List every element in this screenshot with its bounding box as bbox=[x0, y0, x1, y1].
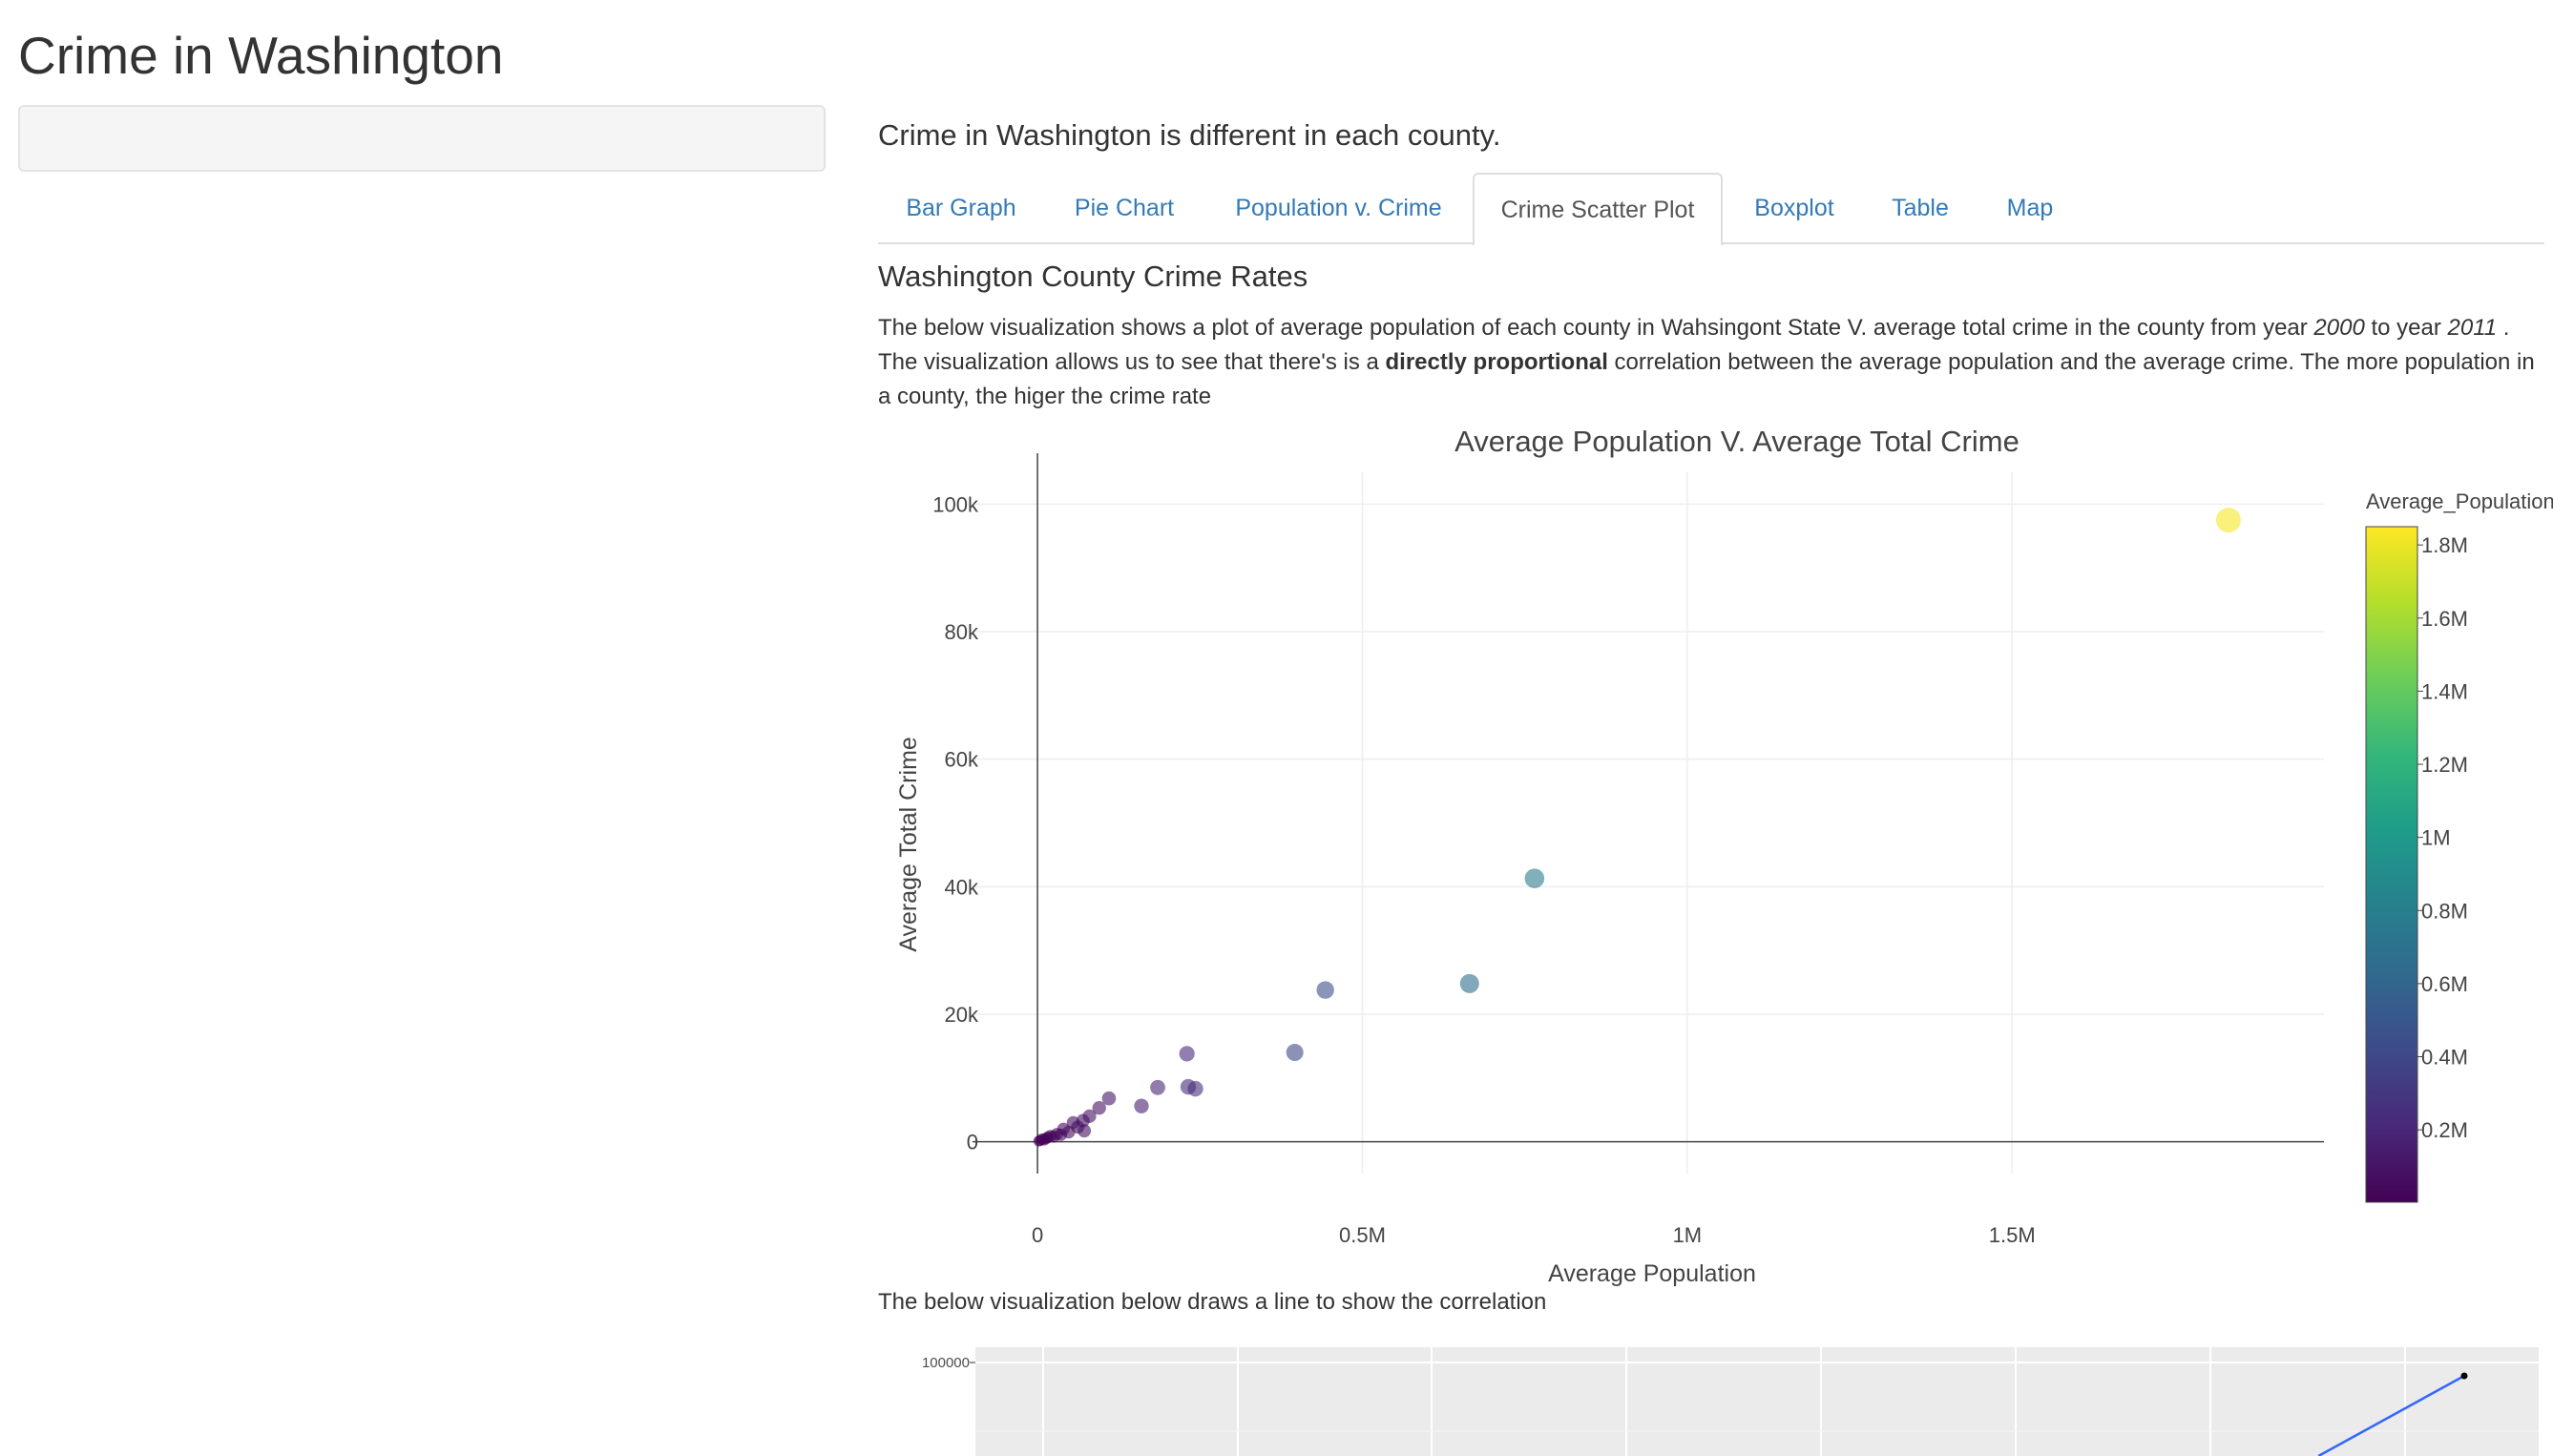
page-title: Crime in Washington bbox=[18, 26, 504, 85]
description-text: to year bbox=[2364, 315, 2448, 341]
tab-pie-chart[interactable]: Pie Chart bbox=[1074, 195, 1175, 221]
description-emphasis: directly proportional bbox=[1385, 349, 1608, 375]
tab-bar-graph[interactable]: Bar Graph bbox=[906, 195, 1016, 221]
colorbar-tick-label: 1M bbox=[2421, 826, 2451, 850]
description-text: The below visualization shows a plot of … bbox=[878, 315, 2314, 341]
line-chart[interactable]: 100000 bbox=[878, 1336, 2539, 1456]
scatter-point[interactable] bbox=[1092, 1100, 1106, 1115]
x-tick-label: 1.5M bbox=[1989, 1223, 2036, 1247]
y-tick-label: 60k bbox=[945, 748, 979, 772]
colorbar-tick-label: 1.8M bbox=[2421, 533, 2468, 557]
scatter-point[interactable] bbox=[1101, 1091, 1117, 1106]
scatter-point[interactable] bbox=[1078, 1124, 1092, 1138]
trend-line bbox=[2317, 1374, 2465, 1456]
line-chart-point bbox=[2460, 1372, 2468, 1380]
description-text: correlation between the average populati… bbox=[878, 349, 2535, 409]
colorbar: Average_Population 0.2M 0.4M 0.6M 0.8M 1M 1.2… bbox=[2365, 489, 2553, 1203]
intro-text: Crime in Washington is different in each… bbox=[878, 118, 1501, 152]
line-chart-gridlines bbox=[975, 1347, 2539, 1456]
tab-table[interactable]: Table bbox=[1892, 195, 1949, 221]
year-end: 2011 bbox=[2447, 315, 2498, 341]
y-tick-label: 40k bbox=[945, 875, 979, 899]
second-caption: The below visualization below draws a li… bbox=[878, 1289, 1547, 1315]
sidebar-panel bbox=[18, 105, 826, 172]
colorbar-gradient bbox=[2365, 526, 2418, 1203]
colorbar-title: Average_Population bbox=[2366, 489, 2553, 513]
y-tick-label: 0 bbox=[967, 1131, 978, 1154]
tab-boxplot[interactable]: Boxplot bbox=[1754, 195, 1834, 221]
colorbar-tick-label: 1.2M bbox=[2421, 753, 2468, 777]
x-tick-label: 1M bbox=[1673, 1223, 1703, 1247]
year-start: 2000 bbox=[2313, 315, 2365, 341]
chart-points[interactable] bbox=[1033, 508, 2241, 1147]
colorbar-tick-label: 0.8M bbox=[2421, 899, 2468, 923]
scatter-point[interactable] bbox=[1187, 1080, 1203, 1097]
tab-crime-scatter-plot[interactable]: Crime Scatter Plot bbox=[1473, 173, 1723, 246]
y-axis-label: Average Total Crime bbox=[895, 737, 922, 952]
scatter-point[interactable] bbox=[1316, 981, 1334, 999]
y-tick-label: 20k bbox=[945, 1003, 979, 1027]
y-tick-label: 80k bbox=[945, 620, 979, 644]
y-tick-label: 100k bbox=[932, 492, 979, 516]
colorbar-tick-label: 1.4M bbox=[2421, 679, 2468, 703]
description-paragraph: The below visualization shows a plot of … bbox=[878, 311, 2539, 414]
x-tick-label: 0.5M bbox=[1339, 1223, 1386, 1247]
colorbar-tick-label: 1.6M bbox=[2421, 607, 2468, 631]
scatter-point[interactable] bbox=[1286, 1044, 1304, 1062]
line-chart-series bbox=[2317, 1372, 2468, 1456]
section-heading: Washington County Crime Rates bbox=[878, 260, 1308, 293]
scatter-chart[interactable]: Average Population V. Average Total Crim… bbox=[878, 420, 2553, 1288]
x-tick-label: 0 bbox=[1032, 1223, 1043, 1247]
description-text: . The visualization allows us to see tha… bbox=[878, 315, 2510, 375]
chart-gridlines bbox=[973, 472, 2324, 1174]
tab-map[interactable]: Map bbox=[2006, 195, 2054, 221]
scatter-point[interactable] bbox=[1179, 1046, 1195, 1062]
chart-axes bbox=[973, 453, 2324, 1174]
scatter-point[interactable] bbox=[1150, 1079, 1165, 1095]
line-chart-y-tick-label: 100000 bbox=[922, 1355, 970, 1371]
colorbar-tick-label: 0.6M bbox=[2421, 972, 2468, 996]
tab-bar: Bar Graph Pie Chart Population v. Crime … bbox=[878, 173, 2544, 246]
scatter-point[interactable] bbox=[1524, 868, 1545, 888]
scatter-point[interactable] bbox=[2215, 508, 2241, 533]
x-axis-label: Average Population bbox=[1548, 1260, 1756, 1287]
scatter-point[interactable] bbox=[1459, 973, 1479, 993]
line-chart-panel bbox=[975, 1347, 2539, 1456]
scatter-point[interactable] bbox=[1134, 1098, 1149, 1113]
tab-population-v-crime[interactable]: Population v. Crime bbox=[1235, 195, 1442, 221]
chart-tick-labels: 0 0.5M 1M 1.5M 0 20k 40k 60k 80k 100k bbox=[932, 492, 2035, 1247]
scatter-point[interactable] bbox=[1082, 1109, 1097, 1123]
chart-title: Average Population V. Average Total Crim… bbox=[1454, 425, 2019, 458]
colorbar-tick-label: 0.4M bbox=[2421, 1046, 2468, 1070]
colorbar-tick-label: 0.2M bbox=[2421, 1118, 2468, 1142]
